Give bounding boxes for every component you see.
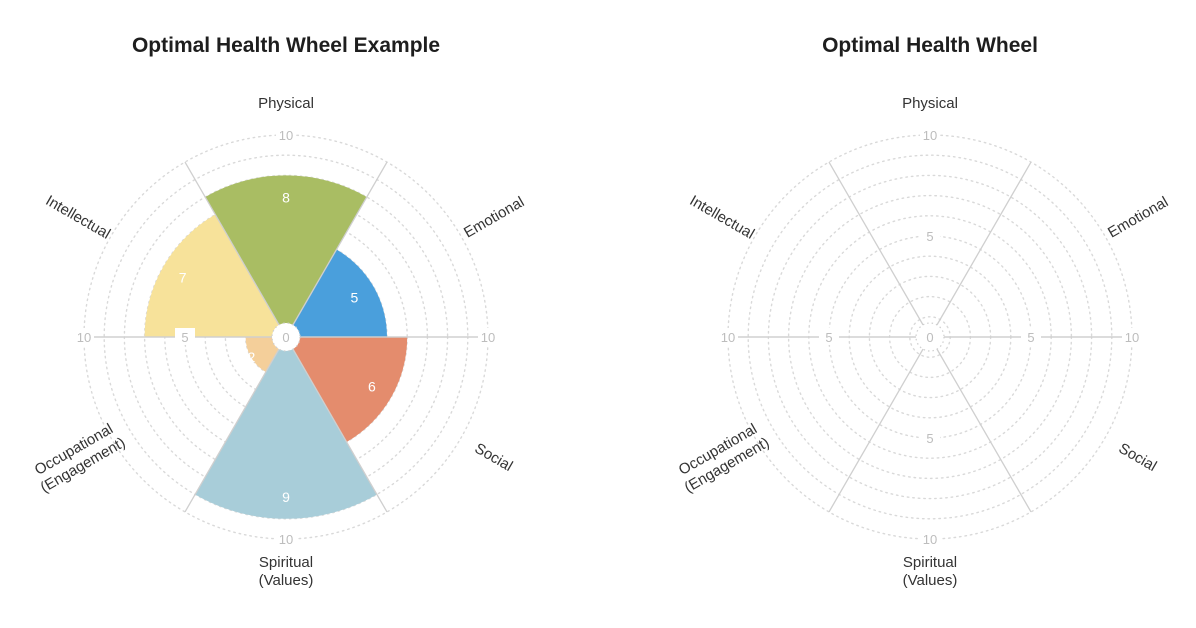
tick-label-bg <box>920 429 940 446</box>
chart-title-example: Optimal Health Wheel Example <box>131 34 441 57</box>
category-label-line: Emotional <box>461 193 527 241</box>
tick-label-bg <box>920 126 940 143</box>
category-label-occupational: Occupational(Engagement) <box>672 419 772 497</box>
tick-label-bg <box>175 328 195 345</box>
sector-intellectual <box>144 214 286 337</box>
category-label-line: Social <box>1116 440 1160 475</box>
tick-label: 10 <box>1125 330 1139 345</box>
tick-label-bg <box>1021 328 1041 345</box>
tick-label: 10 <box>923 128 937 143</box>
category-label-line: Intellectual <box>43 192 114 243</box>
category-label-social: Social <box>472 440 516 475</box>
category-label-social: Social <box>1116 440 1160 475</box>
value-label-emotional: 5 <box>351 290 359 306</box>
category-label-line: Intellectual <box>687 192 758 243</box>
value-label-social: 6 <box>368 379 376 395</box>
tick-label-bg <box>276 126 296 143</box>
tick-label-bg <box>74 328 94 345</box>
value-label-intellectual: 7 <box>179 269 187 285</box>
category-label-spiritual: Spiritual (Values) <box>259 554 314 589</box>
tick-label: 10 <box>923 532 937 547</box>
category-label-intellectual: Intellectual <box>687 192 758 243</box>
category-label-intellectual: Intellectual <box>43 192 114 243</box>
center-hub <box>915 322 945 352</box>
spoke <box>184 336 287 513</box>
category-label-line: Physical <box>258 95 314 112</box>
sector-emotional <box>286 249 387 337</box>
tick-label: 10 <box>721 330 735 345</box>
tick-label: 5 <box>1027 330 1034 345</box>
tick-label: 10 <box>481 330 495 345</box>
tick-label-bg <box>920 227 940 244</box>
category-label-physical: Physical <box>258 95 314 112</box>
category-label-line: Emotional <box>1105 193 1171 241</box>
category-label-emotional: Emotional <box>461 193 527 241</box>
spoke <box>929 161 1032 338</box>
sector-physical <box>205 175 367 337</box>
spoke <box>828 161 931 338</box>
spoke <box>285 161 388 338</box>
value-label-spiritual: 9 <box>282 489 290 505</box>
tick-label: 0 <box>926 330 933 345</box>
category-label-line: Social <box>472 440 516 475</box>
category-label-spiritual: Spiritual (Values) <box>903 554 958 589</box>
category-label-line: (Values) <box>903 572 958 589</box>
tick-label-bg <box>478 328 498 345</box>
tick-label: 5 <box>926 431 933 446</box>
sector-spiritual <box>195 337 377 519</box>
category-label-line: Spiritual <box>259 554 313 571</box>
category-label-emotional: Emotional <box>1105 193 1171 241</box>
value-label-physical: 8 <box>282 189 290 205</box>
tick-label: 10 <box>279 532 293 547</box>
tick-label: 5 <box>926 229 933 244</box>
tick-label-bg <box>1122 328 1142 345</box>
spoke <box>285 336 388 513</box>
category-label-line: (Values) <box>259 572 314 589</box>
category-label-line: Spiritual <box>903 554 957 571</box>
category-label-line: Physical <box>902 95 958 112</box>
tick-label-bg <box>276 530 296 547</box>
tick-label: 5 <box>181 330 188 345</box>
tick-label: 5 <box>825 330 832 345</box>
spoke <box>929 336 1032 513</box>
tick-label: 10 <box>77 330 91 345</box>
tick-label: 10 <box>279 128 293 143</box>
spoke <box>828 336 931 513</box>
tick-label: 0 <box>282 330 289 345</box>
wheel-blank: 10 5 10 5 10 5 10 5 0 Physical Emotional Social Spir… <box>672 95 1171 589</box>
category-label-occupational: Occupational(Engagement) <box>28 419 128 497</box>
wheel-example: 10 10 10 10 5 0 8 5 6 9 2 7 Physical Emotional Social S… <box>28 95 527 589</box>
sector-social <box>286 337 408 442</box>
tick-label-bg <box>718 328 738 345</box>
tick-label-bg <box>819 328 839 345</box>
tick-label-bg <box>920 530 940 547</box>
center-hub <box>271 322 301 352</box>
category-label-physical: Physical <box>902 95 958 112</box>
value-label-occupational: 2 <box>247 349 255 365</box>
chart-title-blank: Optimal Health Wheel <box>822 34 1038 57</box>
spoke <box>184 161 287 338</box>
